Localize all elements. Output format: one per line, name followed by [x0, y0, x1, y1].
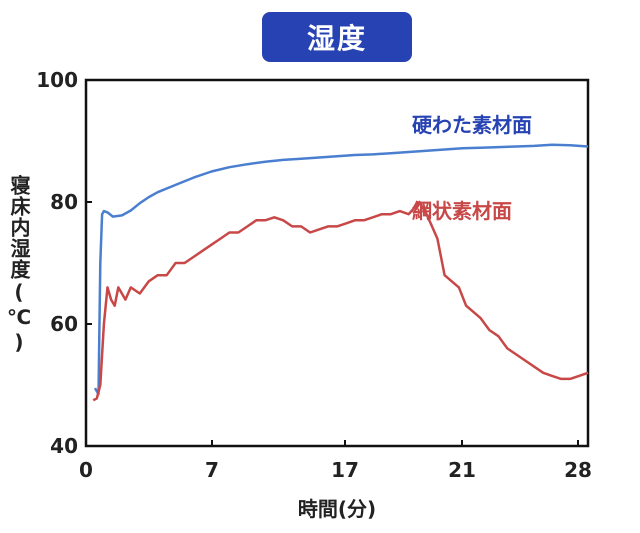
y-tick-label: 60	[50, 312, 78, 336]
x-tick-label: 28	[564, 458, 592, 482]
x-tick-label: 17	[331, 458, 359, 482]
x-tick-label: 0	[79, 458, 93, 482]
series-line-mesh	[92, 200, 589, 402]
y-axis-label: 寝床内湿度(℃)	[7, 175, 31, 355]
y-tick-label: 40	[50, 434, 78, 458]
series-label-hard-cotton: 硬わた素材面	[412, 113, 532, 137]
chart-title-badge: 湿度	[262, 12, 412, 62]
plot-area-frame	[84, 78, 590, 448]
x-axis-label: 時間(分)	[298, 497, 376, 521]
series-line-hard-cotton	[93, 143, 589, 396]
x-tick-label: 21	[448, 458, 476, 482]
series-label-mesh: 網状素材面	[412, 199, 512, 223]
chart-title: 湿度	[306, 22, 367, 55]
y-tick-label: 80	[50, 190, 78, 214]
y-tick-label: 100	[36, 68, 78, 92]
x-tick-label: 7	[205, 458, 219, 482]
